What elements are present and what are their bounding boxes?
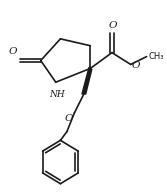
Text: O: O <box>9 47 17 56</box>
Text: CH₃: CH₃ <box>148 52 164 61</box>
Text: O: O <box>132 61 140 70</box>
Polygon shape <box>82 67 92 94</box>
Text: O: O <box>109 21 117 30</box>
Text: O: O <box>65 114 73 123</box>
Text: NH: NH <box>49 90 64 99</box>
